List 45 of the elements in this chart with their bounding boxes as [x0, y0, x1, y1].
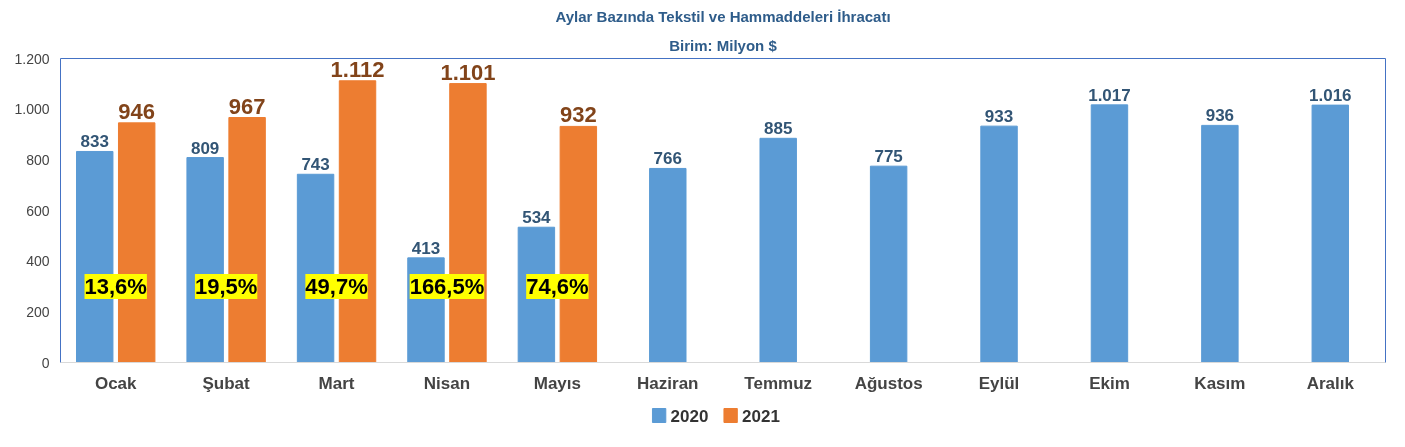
y-tick-label: 0 [41, 354, 50, 371]
annotation: 19,5% [194, 274, 258, 299]
x-tick-label: Ocak [94, 373, 138, 393]
data-label: 946 [118, 98, 156, 124]
x-tick-label: Kasım [1194, 373, 1246, 393]
data-label: 967 [228, 93, 266, 119]
y-tick-label: 1.000 [14, 101, 50, 118]
x-tick-label: Mart [318, 373, 355, 393]
x-tick-label: Ekim [1089, 373, 1130, 393]
data-label: 743 [301, 155, 330, 175]
x-tick-label: Mayıs [533, 373, 581, 393]
annotation: 13,6% [84, 274, 147, 299]
data-label: 413 [411, 238, 441, 258]
annotation: 49,7% [305, 274, 368, 299]
chart-title: Aylar Bazında Tekstil ve Hammaddeleri İhracatı [555, 7, 891, 25]
data-label: 933 [984, 107, 1014, 127]
legend-label: 2020 [670, 406, 709, 426]
data-label: 1.112 [330, 56, 385, 82]
data-label: 833 [80, 132, 109, 152]
x-tick-label: Eylül [978, 373, 1020, 393]
x-tick-label: Temmuz [744, 373, 813, 393]
x-tick-label: Aralık [1306, 373, 1355, 393]
data-label: 809 [190, 138, 220, 158]
data-label: 766 [653, 149, 682, 169]
x-tick-label: Şubat [202, 373, 251, 393]
x-tick-label: Haziran [637, 373, 699, 393]
y-tick-label: 1.200 [14, 50, 50, 67]
chart-subtitle: Birim: Milyon $ [669, 36, 778, 54]
data-label: 936 [1205, 106, 1235, 126]
data-label: 1.016 [1309, 86, 1352, 106]
data-label: 1.017 [1088, 85, 1131, 105]
data-label: 932 [560, 102, 597, 128]
data-label: 534 [522, 208, 552, 228]
y-tick-label: 600 [26, 202, 50, 219]
y-tick-label: 400 [26, 253, 50, 270]
annotation: 74,6% [526, 274, 589, 299]
data-label: 1.101 [440, 59, 496, 85]
annotation: 166,5% [409, 274, 485, 299]
x-tick-label: Ağustos [854, 373, 923, 393]
data-label: 885 [764, 119, 793, 139]
y-tick-label: 200 [26, 303, 50, 320]
data-label: 775 [874, 147, 903, 167]
y-tick-label: 800 [26, 151, 50, 168]
x-tick-label: Nisan [423, 373, 471, 393]
legend-label: 2021 [742, 406, 780, 426]
